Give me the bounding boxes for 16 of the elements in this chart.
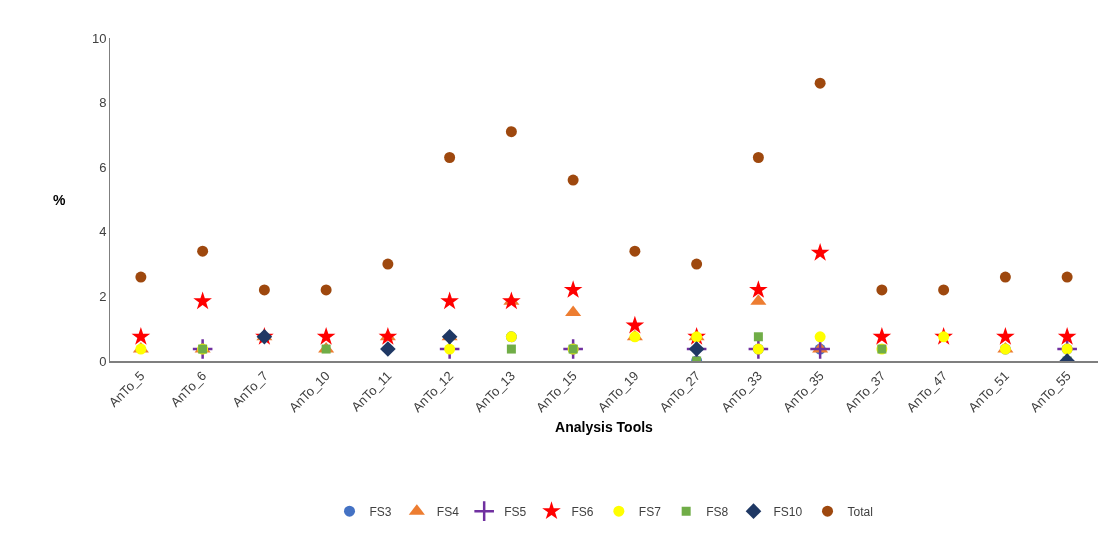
legend-label: FS6 xyxy=(571,504,594,519)
x-axis-title: Analysis Tools xyxy=(555,418,654,435)
y-tick-label: 10 xyxy=(91,30,107,46)
legend-label: FS7 xyxy=(638,504,662,519)
legend-label: FS4 xyxy=(436,504,460,519)
y-tick-label: 2 xyxy=(99,288,107,304)
y-axis-title: % xyxy=(53,192,66,208)
legend-label: Total xyxy=(847,504,873,519)
legend-label: FS3 xyxy=(369,504,392,519)
y-tick-label: 0 xyxy=(99,353,107,369)
legend-label: FS10 xyxy=(773,504,803,519)
y-tick-label: 8 xyxy=(99,95,107,111)
y-tick-label: 4 xyxy=(99,224,107,240)
legend-label: FS5 xyxy=(504,504,527,519)
legend-label: FS8 xyxy=(706,504,729,519)
y-tick-label: 6 xyxy=(99,159,107,175)
